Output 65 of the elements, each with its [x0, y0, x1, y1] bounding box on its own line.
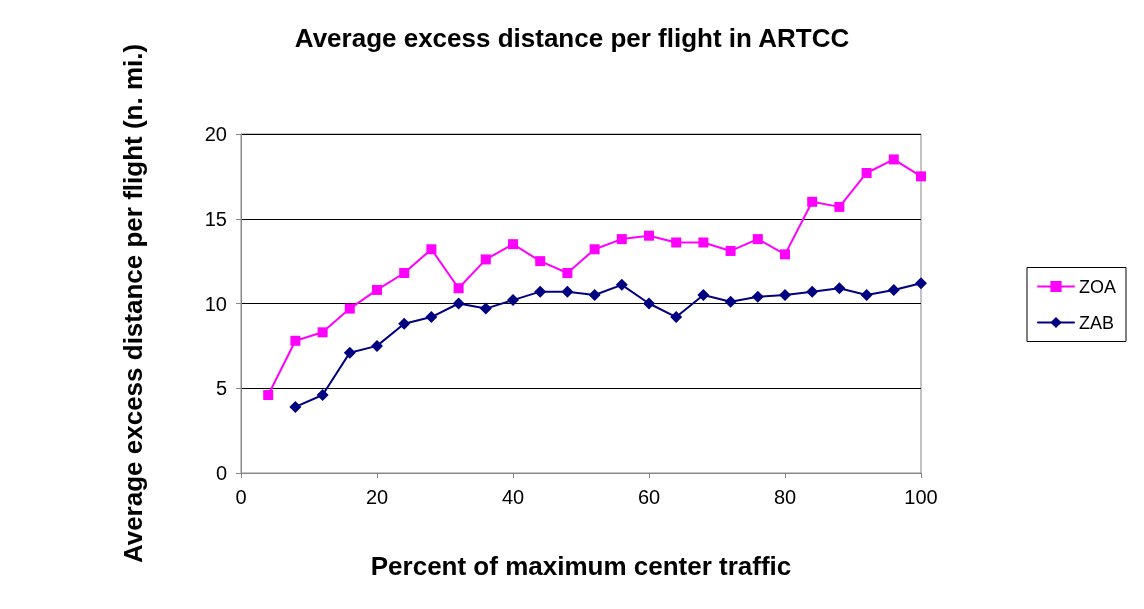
- point: [453, 283, 464, 294]
- point: [861, 167, 872, 178]
- point: [698, 237, 709, 248]
- point: [915, 277, 927, 290]
- point: [644, 230, 654, 241]
- y-tick-label: 15: [204, 207, 227, 230]
- point: [806, 285, 819, 298]
- point: [888, 154, 899, 165]
- point: [372, 284, 382, 295]
- point: [398, 317, 411, 330]
- point: [751, 290, 764, 303]
- x-tick-label: 60: [637, 486, 661, 508]
- x-tick-label: 0: [235, 486, 247, 508]
- point: [834, 201, 845, 212]
- x-tick-label: 80: [773, 486, 797, 508]
- point: [589, 244, 600, 255]
- point: [480, 254, 491, 265]
- point: [670, 311, 683, 324]
- point: [616, 234, 627, 245]
- point: [562, 267, 573, 278]
- point: [371, 339, 383, 352]
- y-tick-label: 0: [215, 462, 227, 484]
- point: [343, 346, 356, 359]
- x-tick-label: 20: [365, 486, 389, 508]
- point: [615, 278, 628, 291]
- point: [725, 245, 736, 256]
- point: [425, 311, 438, 324]
- point: [588, 289, 601, 302]
- point: [833, 282, 846, 295]
- y-tick-label: 20: [204, 123, 227, 145]
- point: [452, 297, 465, 310]
- point: [316, 389, 329, 402]
- point: [290, 335, 301, 346]
- point: [752, 234, 763, 245]
- point: [860, 289, 873, 302]
- point: [289, 400, 302, 413]
- chart-title: Average excess distance per flight in ARTCC: [294, 23, 850, 53]
- y-tick-label: 10: [204, 292, 227, 315]
- point: [724, 295, 737, 308]
- point: [780, 249, 790, 260]
- point: [671, 237, 682, 248]
- point: [534, 285, 547, 298]
- point: [916, 171, 926, 182]
- point: [779, 289, 791, 302]
- point: [807, 196, 818, 207]
- point: [317, 327, 328, 338]
- point: [344, 303, 355, 314]
- point: [479, 302, 492, 315]
- point: [508, 239, 518, 250]
- legend-label: ZOA: [1079, 276, 1117, 297]
- point: [643, 297, 655, 310]
- point: [507, 294, 519, 307]
- point: [535, 256, 546, 267]
- legend-label: ZAB: [1079, 312, 1115, 333]
- point: [399, 267, 410, 278]
- point: [426, 244, 437, 255]
- y-tick-label: 5: [215, 377, 227, 400]
- x-tick-label: 100: [904, 486, 938, 508]
- point: [697, 289, 710, 302]
- x-axis-title: Percent of maximum center traffic: [370, 551, 792, 581]
- point: [887, 283, 900, 296]
- point: [561, 285, 574, 298]
- x-tick-label: 40: [501, 486, 525, 508]
- y-axis-title: Average excess distance per flight (n. mi.): [118, 43, 148, 564]
- point: [263, 390, 274, 401]
